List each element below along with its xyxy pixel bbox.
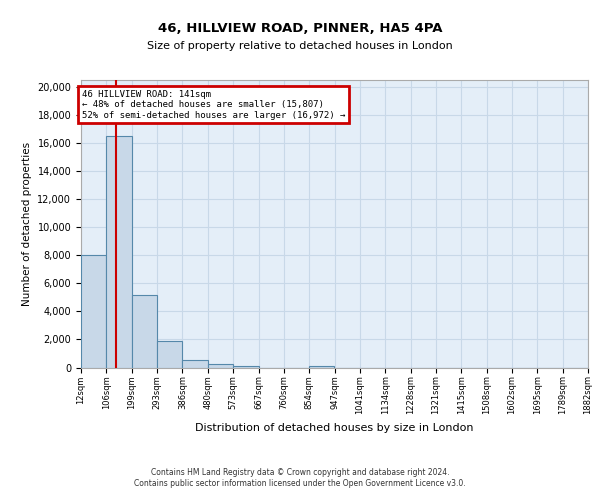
X-axis label: Distribution of detached houses by size in London: Distribution of detached houses by size … xyxy=(195,422,474,432)
Bar xyxy=(233,366,259,368)
Text: 46 HILLVIEW ROAD: 141sqm
← 48% of detached houses are smaller (15,807)
52% of se: 46 HILLVIEW ROAD: 141sqm ← 48% of detach… xyxy=(82,90,345,120)
Text: 46, HILLVIEW ROAD, PINNER, HA5 4PA: 46, HILLVIEW ROAD, PINNER, HA5 4PA xyxy=(158,22,442,36)
Bar xyxy=(106,136,132,368)
Text: Contains HM Land Registry data © Crown copyright and database right 2024.
Contai: Contains HM Land Registry data © Crown c… xyxy=(134,468,466,487)
Bar xyxy=(81,256,106,368)
Bar xyxy=(157,341,182,367)
Bar xyxy=(309,366,335,368)
Y-axis label: Number of detached properties: Number of detached properties xyxy=(22,142,32,306)
Text: Size of property relative to detached houses in London: Size of property relative to detached ho… xyxy=(147,41,453,51)
Bar xyxy=(208,364,233,368)
Bar xyxy=(182,360,208,368)
Bar xyxy=(132,294,157,368)
